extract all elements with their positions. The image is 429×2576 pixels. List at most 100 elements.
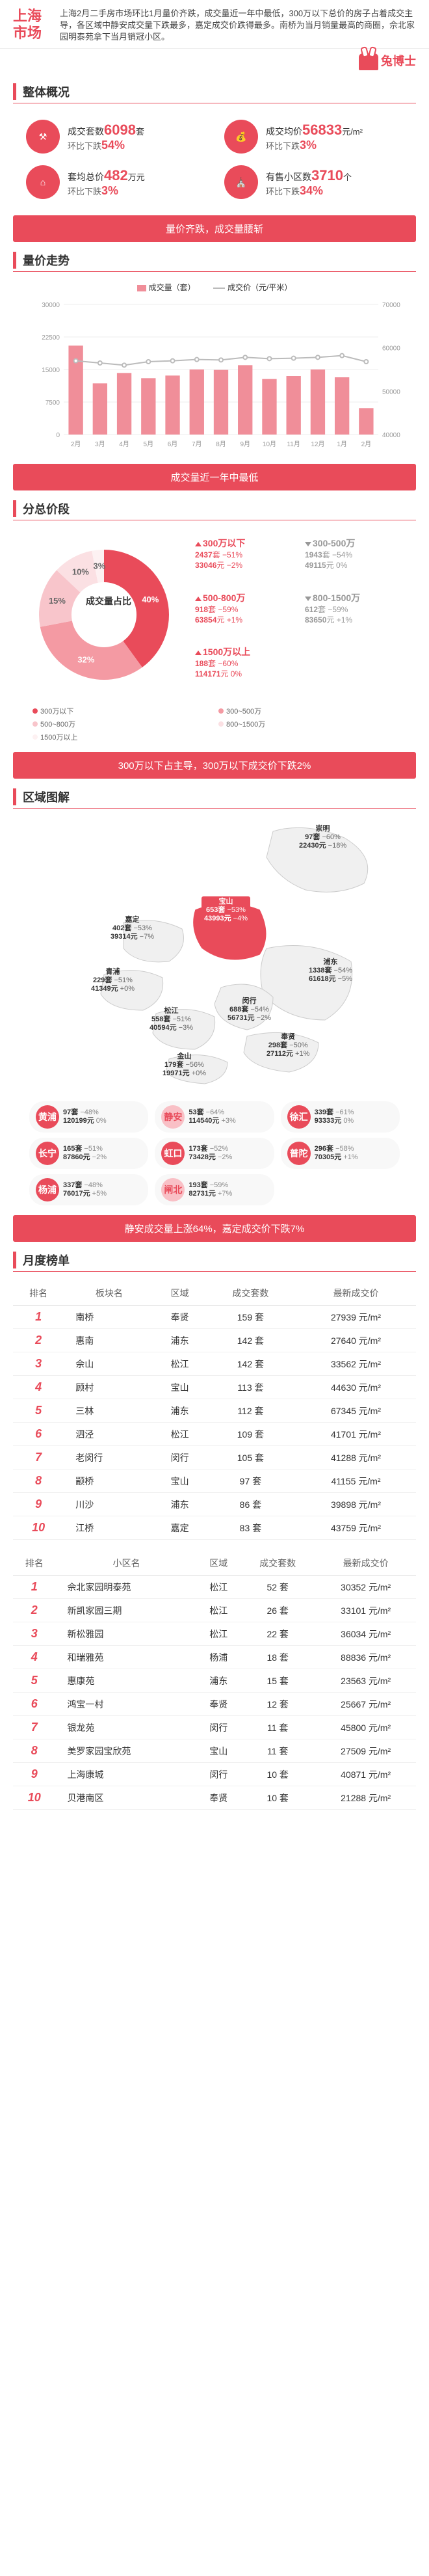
svg-text:15000: 15000 [42,367,60,374]
hammer-icon: ⚒ [26,120,60,154]
sec-title-ranking: 月度榜单 [13,1252,416,1268]
overview-change: 环比下跌3% [68,184,205,198]
table-header: 最新成交价 [296,1281,416,1306]
table-header: 成交套数 [240,1551,315,1576]
district-badge: 徐汇 [287,1105,311,1129]
district-badge: 杨浦 [36,1178,59,1201]
ranking-table-community: 排名小区名区域成交套数最新成交价1佘北家园明泰苑松江52 套30352 元/m²… [13,1551,416,1810]
segment-item: 300万以下 2437套 −51% 33046元 −2% [195,537,293,584]
pie-legend-item: 800~1500万 [218,719,396,729]
svg-text:5月: 5月 [144,440,154,448]
table-row: 4顾村宝山113 套44630 元/m² [13,1376,416,1399]
segment-item: 800-1500万 612套 −59% 83650元 +1% [305,591,403,639]
table-row: 3佘山松江142 套33562 元/m² [13,1352,416,1376]
svg-text:10%: 10% [72,567,89,577]
banner-4: 静安成交量上涨64%，嘉定成交价下跌7% [13,1215,416,1242]
svg-text:60000: 60000 [382,345,400,353]
map-label: 嘉定402套 −53%39314元 −7% [110,916,154,941]
svg-text:9月: 9月 [240,440,250,448]
banner-3: 300万以下占主导，300万以下成交价下跌2% [13,752,416,779]
header: 上海市场 上海2月二手房市场环比1月量价齐跌，成交量近一年中最低，300万以下总… [0,0,429,49]
svg-text:4月: 4月 [119,440,129,448]
table-header: 区域 [198,1551,240,1576]
header-city: 上海市场 [13,8,52,43]
pie-legend-item: 500~800万 [32,719,211,729]
overview-metric: 套均总价482万元 [68,167,205,184]
table-row: 7老闵行闵行105 套41288 元/m² [13,1446,416,1469]
section-trend: 量价走势 成交量（套） 成交价（元/平米） 075001500022500300… [13,252,416,454]
banner-2: 成交量近一年中最低 [13,464,416,490]
table-row: 9上海康城闵行10 套40871 元/m² [13,1763,416,1786]
table-row: 5三林浦东112 套67345 元/m² [13,1399,416,1423]
table-row: 5惠康苑浦东15 套23563 元/m² [13,1669,416,1693]
header-desc: 上海2月二手房市场环比1月量价齐跌，成交量近一年中最低，300万以下总价的房子占… [52,8,416,43]
sec-title-region: 区域图解 [13,788,416,805]
table-row: 4和瑞雅苑杨浦18 套88836 元/m² [13,1646,416,1669]
table-row: 2惠南浦东142 套27640 元/m² [13,1329,416,1352]
svg-text:40%: 40% [142,595,159,604]
svg-text:7500: 7500 [46,399,60,407]
table-row: 9川沙浦东86 套39898 元/m² [13,1493,416,1516]
svg-text:0: 0 [56,432,60,439]
table-row: 1佘北家园明泰苑松江52 套30352 元/m² [13,1576,416,1599]
table-header: 排名 [13,1281,64,1306]
table-row: 6泗泾松江109 套41701 元/m² [13,1423,416,1446]
banner-1: 量价齐跌，成交量腰斩 [13,215,416,242]
svg-text:22500: 22500 [42,334,60,342]
overview-item: ⌂ 套均总价482万元 环比下跌3% [26,165,205,199]
section-region: 区域图解 崇明97套 −60%22430元 −18%宝山653套 −53%439… [13,788,416,1205]
table-header: 最新成交价 [315,1551,416,1576]
table-row: 2新凯家园三期松江26 套33101 元/m² [13,1599,416,1622]
rabbit-icon [359,53,378,70]
table-row: 1南桥奉贤159 套27939 元/m² [13,1306,416,1329]
pie-legend-item: 300~500万 [218,706,396,716]
table-row: 7银龙苑闵行11 套45800 元/m² [13,1716,416,1739]
district-badge: 静安 [161,1105,185,1129]
svg-text:7月: 7月 [192,440,202,448]
svg-text:3%: 3% [94,561,106,571]
svg-text:40000: 40000 [382,432,400,439]
bag-icon: 💰 [224,120,258,154]
table-row: 8美罗家园宝欣苑宝山11 套27509 元/m² [13,1739,416,1763]
svg-text:1月: 1月 [337,440,347,448]
svg-text:3月: 3月 [95,440,105,448]
table-row: 8颛桥宝山97 套41155 元/m² [13,1469,416,1493]
svg-text:12月: 12月 [311,440,324,448]
donut-chart: 40%32%15%10%3% [26,537,182,693]
svg-text:8月: 8月 [216,440,226,448]
section-segment: 分总价段 40%32%15%10%3% 成交量占比 300万以下 2437套 −… [13,500,416,742]
overview-item: ⛪ 有售小区数3710个 环比下跌34% [224,165,403,199]
district-pill: 闸北 193套 −59%82731元 +7% [155,1174,274,1205]
chart-legend: 成交量（套） 成交价（元/平米） [32,282,396,293]
ranking-table-block: 排名板块名区域成交套数最新成交价1南桥奉贤159 套27939 元/m²2惠南浦… [13,1281,416,1540]
table-header: 区域 [155,1281,205,1306]
overview-change: 环比下跌54% [68,139,205,152]
map-label: 青浦229套 −51%41349元 +0% [91,968,135,993]
overview-item: 💰 成交均价56833元/m² 环比下跌3% [224,120,403,154]
sec-title-segment: 分总价段 [13,500,416,517]
sec-title-trend: 量价走势 [13,252,416,269]
district-pill: 徐汇 339套 −61%93333元 0% [281,1101,400,1133]
svg-text:70000: 70000 [382,302,400,309]
district-badge: 长宁 [36,1142,59,1165]
pie-legend-item: 300万以下 [32,706,211,716]
donut-center: 成交量占比 [86,595,131,607]
district-badge: 普陀 [287,1142,311,1165]
district-badge: 虹口 [161,1142,185,1165]
table-header: 板块名 [64,1281,154,1306]
svg-text:50000: 50000 [382,389,400,396]
house-icon: ⌂ [26,165,60,199]
district-pill: 普陀 296套 −58%70305元 +1% [281,1138,400,1169]
map-label: 闵行688套 −54%56731元 −2% [228,997,271,1023]
overview-metric: 有售小区数3710个 [266,167,403,184]
svg-text:11月: 11月 [287,440,300,448]
overview-metric: 成交均价56833元/m² [266,122,403,139]
district-pill: 静安 53套 −64%114540元 +3% [155,1101,274,1133]
overview-change: 环比下跌3% [266,139,403,152]
segment-item: 1500万以上 188套 −60% 114171元 0% [195,645,293,693]
table-row: 3新松雅园松江22 套36034 元/m² [13,1622,416,1646]
district-pill: 杨浦 337套 −48%76017元 +5% [29,1174,148,1205]
district-badge: 黄浦 [36,1105,59,1129]
svg-text:10月: 10月 [263,440,276,448]
table-header: 排名 [13,1551,55,1576]
